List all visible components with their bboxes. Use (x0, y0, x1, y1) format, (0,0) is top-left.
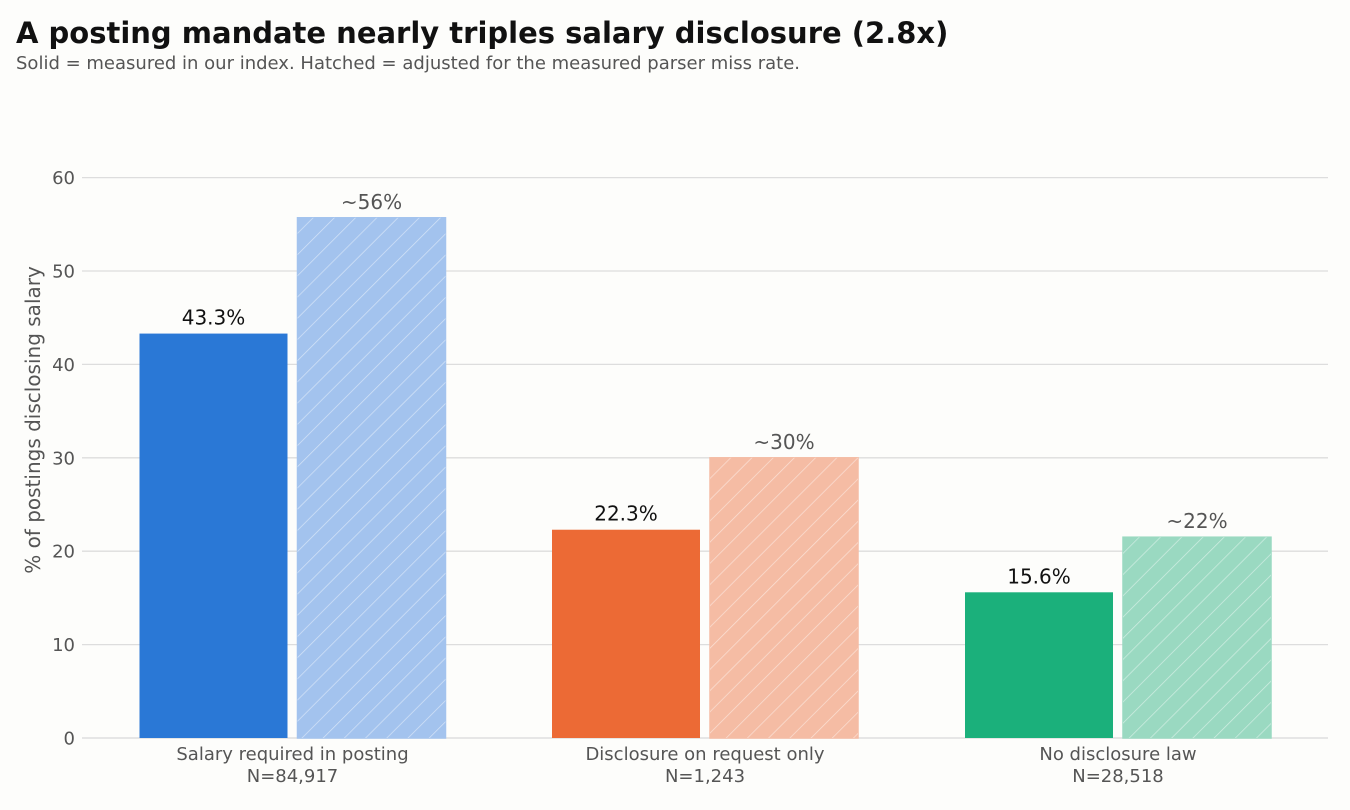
bar-measured (552, 529, 700, 738)
chart-title: A posting mandate nearly triples salary … (16, 16, 949, 50)
y-tick-label: 30 (52, 448, 75, 469)
x-tick-label: Salary required in posting (176, 744, 408, 765)
bars (139, 217, 1272, 739)
bar-adjusted-hatch (710, 457, 858, 738)
bar-measured (965, 592, 1113, 738)
y-tick-label: 10 (52, 635, 75, 656)
data-label-adjusted: ~30% (753, 430, 814, 454)
data-label-measured: 43.3% (182, 306, 246, 330)
y-tick-label: 20 (52, 542, 75, 563)
x-tick-label: Disclosure on request only (585, 744, 824, 765)
data-label-measured: 22.3% (594, 502, 658, 526)
bar-adjusted-hatch (1123, 537, 1271, 738)
data-label-measured: 15.6% (1007, 564, 1071, 588)
x-tick-sample-size: N=1,243 (665, 766, 745, 787)
bar-adjusted-hatch (297, 217, 446, 739)
bar-measured (139, 333, 288, 738)
x-tick-label: No disclosure law (1039, 744, 1196, 765)
y-tick-label: 40 (52, 355, 75, 376)
data-label-adjusted: ~56% (341, 190, 402, 214)
gridlines (82, 176, 1328, 739)
labels: 0 10 20 30 40 50 60 % of postings disclosing sa… (21, 168, 1228, 787)
y-tick-label: 0 (64, 729, 75, 750)
x-tick-sample-size: N=84,917 (247, 766, 339, 787)
y-tick-label: 60 (52, 168, 75, 189)
chart-subtitle: Solid = measured in our index. Hatched =… (16, 53, 800, 74)
x-tick-sample-size: N=28,518 (1072, 766, 1164, 787)
y-tick-label: 50 (52, 262, 75, 283)
y-axis-label: % of postings disclosing salary (21, 266, 45, 574)
data-label-adjusted: ~22% (1166, 509, 1227, 533)
